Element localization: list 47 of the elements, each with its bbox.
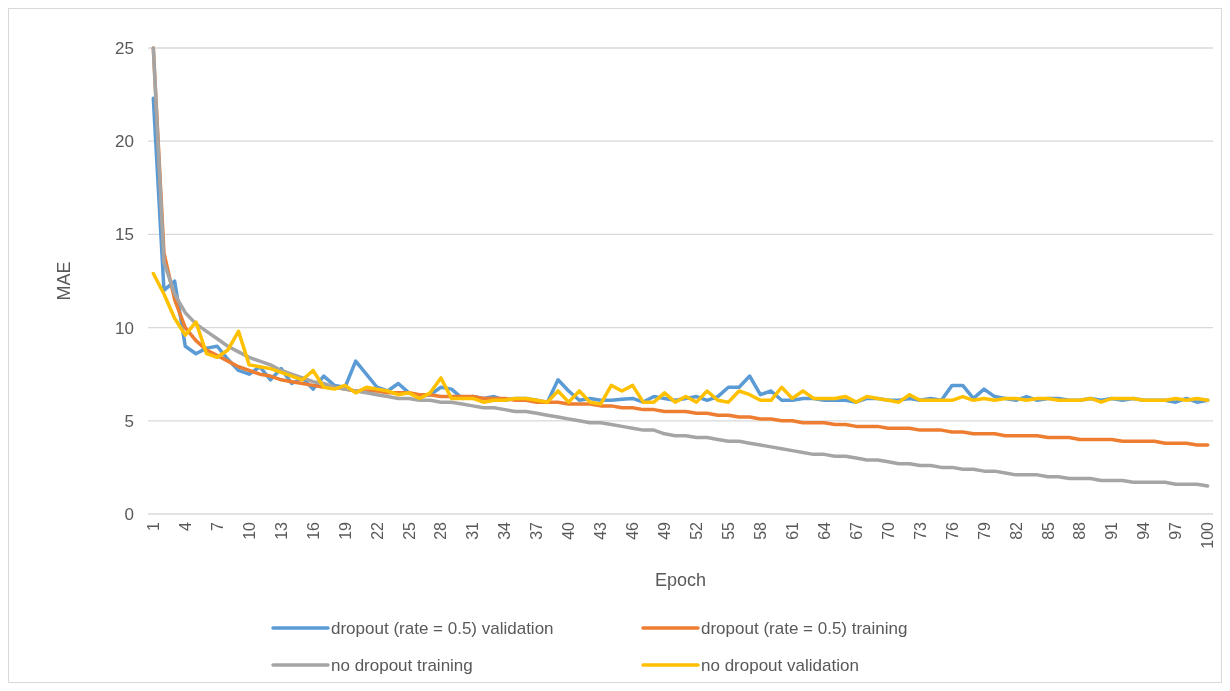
x-tick-label: 13 <box>272 521 290 540</box>
x-tick-label: 88 <box>1071 521 1089 540</box>
y-tick-label: 15 <box>115 225 134 245</box>
x-tick-label: 16 <box>304 521 322 540</box>
legend-label: dropout (rate = 0.5) training <box>701 618 908 638</box>
y-tick-label: 10 <box>115 318 134 338</box>
x-tick-label: 19 <box>336 521 354 540</box>
y-axis-title: MAE <box>54 261 74 301</box>
y-tick-label: 0 <box>124 504 134 524</box>
x-tick-label: 22 <box>368 521 386 540</box>
x-axis-title: Epoch <box>654 570 707 590</box>
y-tick-label: 5 <box>124 411 134 431</box>
x-tick-label: 31 <box>464 521 482 540</box>
x-tick-label: 40 <box>560 521 578 540</box>
x-tick-label: 34 <box>496 521 514 540</box>
x-tick-label: 67 <box>847 521 865 540</box>
x-tick-label: 70 <box>879 521 897 540</box>
x-tick-label: 46 <box>624 521 642 540</box>
line-series <box>151 271 1210 406</box>
x-tick-label: 76 <box>943 521 961 540</box>
x-tick-label: 82 <box>1007 521 1025 540</box>
x-tick-label: 43 <box>592 521 610 540</box>
x-tick-label: 49 <box>656 521 674 540</box>
legend-label: no dropout validation <box>701 655 859 675</box>
x-tick-label: 94 <box>1135 521 1153 540</box>
x-tick-label: 4 <box>176 521 194 531</box>
x-tick-label: 61 <box>783 521 801 540</box>
x-tick-label: 100 <box>1199 521 1217 549</box>
legend-label: no dropout training <box>331 655 473 675</box>
x-tick-label: 64 <box>815 521 833 540</box>
x-tick-label: 91 <box>1103 521 1121 540</box>
legend-label: dropout (rate = 0.5) validation <box>331 618 554 638</box>
x-tick-label: 85 <box>1039 521 1057 540</box>
x-tick-label: 73 <box>911 521 929 540</box>
x-tick-label: 7 <box>208 521 226 531</box>
x-tick-label: 37 <box>528 521 546 540</box>
y-tick-label: 20 <box>115 132 134 152</box>
x-tick-label: 52 <box>688 521 706 540</box>
x-tick-label: 58 <box>751 521 769 540</box>
x-tick-label: 1 <box>144 521 162 531</box>
x-tick-label: 28 <box>432 521 450 540</box>
x-tick-label: 10 <box>240 521 258 540</box>
x-tick-label: 55 <box>720 521 738 540</box>
y-tick-label: 25 <box>115 38 134 58</box>
x-tick-label: 79 <box>975 521 993 540</box>
x-tick-label: 97 <box>1167 521 1185 540</box>
x-tick-label: 25 <box>400 521 418 540</box>
